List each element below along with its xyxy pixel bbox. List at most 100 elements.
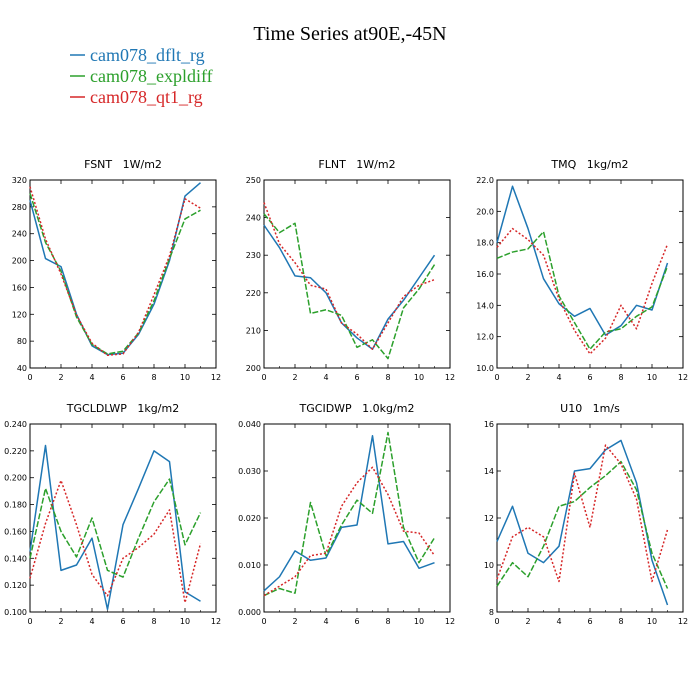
plot-frame <box>29 179 217 369</box>
plot-frame <box>496 423 684 613</box>
x-tick-label: 10 <box>414 617 424 626</box>
panel-title: U10 1m/s <box>560 402 620 415</box>
y-tick-label: 0.040 <box>238 420 261 429</box>
y-tick-label: 0.120 <box>4 581 27 590</box>
y-tick-label: 0.030 <box>238 467 261 476</box>
series-line-cam078_qt1_rg <box>496 227 669 355</box>
panel-tgcldlwp: TGCLDLWP 1kg/m2 0 2 4 6 8 10 12 0.100 0.120 0.140 0… <box>4 402 221 626</box>
legend: cam078_dflt_rg cam078_expldiff cam078_qt… <box>70 45 213 107</box>
y-tick-label: 16 <box>484 420 494 429</box>
series-line-cam078_dflt_rg <box>29 182 201 356</box>
x-tick-label: 2 <box>58 617 63 626</box>
panel-title: FSNT 1W/m2 <box>84 158 162 171</box>
x-tick-label: 10 <box>180 617 190 626</box>
series-line-cam078_qt1_rg <box>263 202 435 350</box>
panel-title: TGCLDLWP 1kg/m2 <box>66 402 179 415</box>
y-tick-label: 230 <box>246 251 261 260</box>
x-tick-label: 6 <box>120 617 125 626</box>
y-tick-label: 0.140 <box>4 554 27 563</box>
x-tick-label: 4 <box>323 617 328 626</box>
series-line-cam078_dflt_rg <box>263 435 435 592</box>
y-tick-label: 8 <box>489 608 494 617</box>
x-tick-label: 4 <box>556 373 561 382</box>
series-line-cam078_dflt_rg <box>29 444 201 611</box>
series-line-cam078_expldiff <box>263 431 436 597</box>
x-tick-label: 6 <box>587 617 592 626</box>
x-tick-label: 12 <box>211 617 221 626</box>
y-tick-label: 0.000 <box>238 608 261 617</box>
panel-tmq: TMQ 1kg/m2 0 2 4 6 8 10 12 10.0 12.0 14.0 16.0 18.0 2… <box>476 158 688 382</box>
x-tick-label: 12 <box>445 373 455 382</box>
x-tick-label: 6 <box>354 373 359 382</box>
x-tick-label: 4 <box>323 373 328 382</box>
panel-title: FLNT 1W/m2 <box>318 158 395 171</box>
series-line-cam078_expldiff <box>29 193 201 355</box>
y-tick-label: 20.0 <box>476 207 494 216</box>
x-tick-label: 2 <box>525 617 530 626</box>
x-tick-label: 6 <box>354 617 359 626</box>
series-line-cam078_qt1_rg <box>29 186 201 356</box>
y-tick-label: 40 <box>17 364 27 373</box>
panels: FSNT 1W/m20 2 4 6 8 10 12408012016020024028032… <box>4 158 688 626</box>
y-tick-label: 0.200 <box>4 474 27 483</box>
y-tick-label: 0.010 <box>238 561 261 570</box>
figure-title: Time Series at90E,-45N <box>253 23 446 45</box>
series-line-cam078_qt1_rg <box>29 479 202 604</box>
y-tick-label: 14.0 <box>476 301 494 310</box>
y-tick-label: 320 <box>12 176 27 185</box>
y-tick-label: 0.220 <box>4 447 27 456</box>
panel-title: TGCIDWP 1.0kg/m2 <box>299 402 415 415</box>
x-tick-label: 2 <box>525 373 530 382</box>
x-tick-label: 4 <box>89 373 94 382</box>
legend-label-dflt: cam078_dflt_rg <box>90 45 205 65</box>
x-tick-label: 12 <box>445 617 455 626</box>
x-tick-label: 8 <box>151 617 156 626</box>
panel-u10: U10 1m/s 0 2 4 6 8 10 12 8 10 12 14 16 <box>484 402 688 626</box>
x-tick-label: 0 <box>494 373 499 382</box>
y-tick-label: 250 <box>246 176 261 185</box>
x-tick-label: 4 <box>556 617 561 626</box>
y-tick-label: 18.0 <box>476 239 494 248</box>
y-tick-label: 200 <box>246 364 261 373</box>
y-tick-label: 22.0 <box>476 176 494 185</box>
y-tick-label: 120 <box>12 310 27 319</box>
plot-frame <box>496 179 684 369</box>
series-line-cam078_expldiff <box>263 213 436 360</box>
y-tick-label: 220 <box>246 289 261 298</box>
y-tick-label: 240 <box>12 230 27 239</box>
panel-tgcidwp: TGCIDWP 1.0kg/m2 0 2 4 6 8 10 12 0.000 0.010 0.020… <box>238 402 455 626</box>
y-tick-label: 0.100 <box>4 608 27 617</box>
x-tick-label: 0 <box>27 617 32 626</box>
legend-label-qt1: cam078_qt1_rg <box>90 87 203 107</box>
series-line-cam078_dflt_rg <box>496 439 669 606</box>
x-tick-label: 0 <box>261 373 266 382</box>
x-tick-label: 8 <box>385 373 390 382</box>
x-tick-label: 8 <box>618 617 623 626</box>
x-tick-label: 2 <box>292 373 297 382</box>
x-tick-label: 8 <box>385 617 390 626</box>
y-tick-label: 280 <box>12 203 27 212</box>
y-tick-label: 0.160 <box>4 527 27 536</box>
x-tick-label: 8 <box>151 373 156 382</box>
y-tick-label: 12 <box>484 514 494 523</box>
y-tick-label: 10 <box>484 561 494 570</box>
series-line-cam078_expldiff <box>496 460 669 589</box>
x-tick-label: 0 <box>494 617 499 626</box>
panel-title: TMQ 1kg/m2 <box>550 158 628 171</box>
x-tick-label: 2 <box>292 617 297 626</box>
series-line-cam078_dflt_rg <box>496 185 669 336</box>
x-tick-label: 0 <box>261 617 266 626</box>
y-tick-label: 80 <box>17 337 27 346</box>
y-tick-label: 14 <box>484 467 494 476</box>
y-tick-label: 0.020 <box>238 514 261 523</box>
y-tick-label: 200 <box>12 257 27 266</box>
legend-label-expldiff: cam078_expldiff <box>90 66 213 86</box>
y-tick-label: 10.0 <box>476 364 494 373</box>
y-tick-label: 210 <box>246 326 261 335</box>
x-tick-label: 8 <box>618 373 623 382</box>
y-tick-label: 160 <box>12 283 27 292</box>
x-tick-label: 6 <box>120 373 125 382</box>
series-line-cam078_qt1_rg <box>496 444 669 583</box>
series-line-cam078_expldiff <box>29 478 202 578</box>
